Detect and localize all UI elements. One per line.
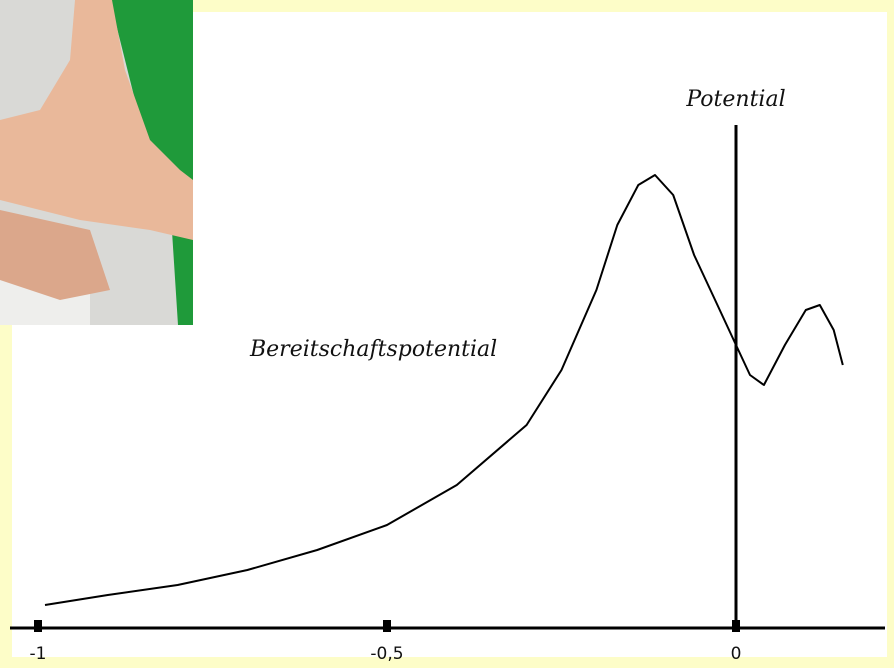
- x-tick: [34, 620, 42, 632]
- annotation: Bereitschaftspotential: [249, 337, 497, 362]
- photo: [0, 0, 193, 325]
- x-tick-label: -0,5: [370, 644, 403, 664]
- x-tick-label: -1: [30, 644, 47, 664]
- annotation: Potential: [685, 87, 785, 112]
- data-line: [44, 174, 844, 606]
- x-tick-label: 0: [731, 644, 742, 664]
- x-tick: [383, 620, 391, 632]
